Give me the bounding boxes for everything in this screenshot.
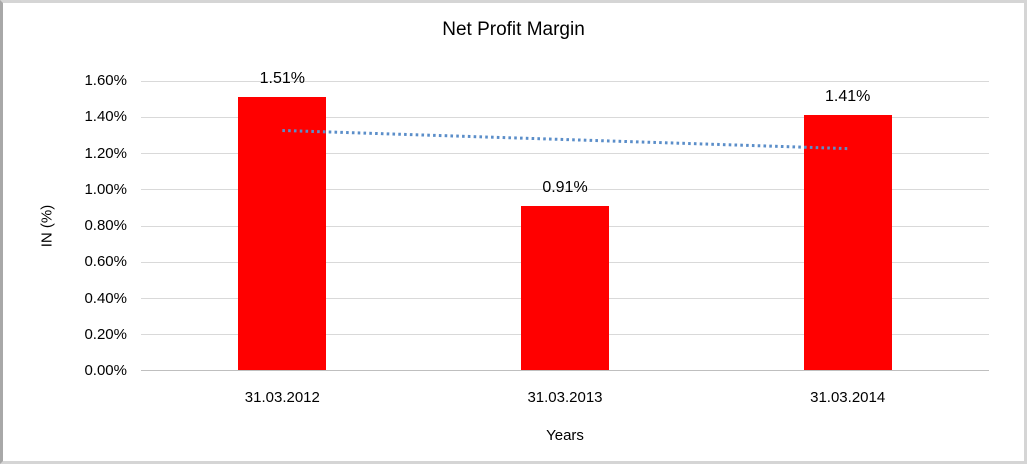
x-tick-label: 31.03.2013 (527, 389, 603, 406)
plot-area: 1.51% 0.91% 1.41% (141, 70, 989, 371)
y-tick-label: 1.60% (84, 72, 127, 89)
gridline (141, 80, 989, 82)
y-tick-label: 1.00% (84, 180, 127, 198)
bar (238, 97, 327, 370)
x-tick-label: 31.03.2012 (244, 389, 320, 406)
y-tick-label: 1.40% (84, 108, 127, 126)
bar-data-label: 0.91% (542, 179, 588, 197)
bar-data-label: 1.41% (824, 88, 871, 106)
x-tick-label: 31.03.2014 (810, 389, 886, 406)
bar (521, 206, 609, 370)
y-tick-label: 0.40% (84, 289, 127, 307)
y-tick-label: 1.20% (84, 144, 127, 162)
y-tick-label: 0.20% (84, 325, 127, 343)
gridline (141, 153, 989, 154)
x-axis-title: Years (546, 427, 584, 444)
x-axis-line (141, 370, 989, 371)
bar (803, 115, 892, 370)
y-tick-label: 0.80% (84, 217, 127, 234)
trendline (282, 128, 848, 151)
chart-title: Net Profit Margin (442, 19, 585, 40)
gridline (141, 189, 989, 191)
bar-data-label: 1.51% (259, 70, 306, 88)
y-tick-label: 0.00% (84, 362, 127, 379)
gridline (141, 116, 989, 118)
y-tick-label: 0.60% (84, 253, 127, 271)
